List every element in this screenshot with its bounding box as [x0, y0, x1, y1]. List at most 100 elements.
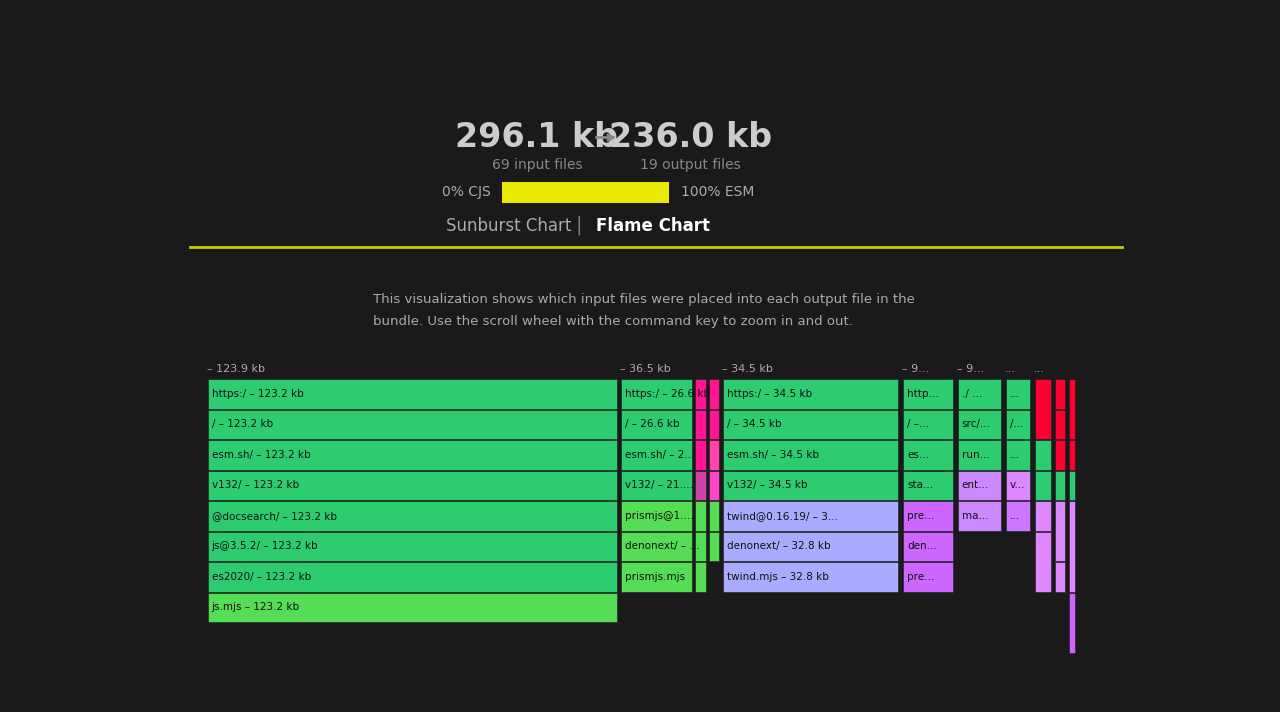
- Text: es...: es...: [908, 450, 929, 460]
- Bar: [1069, 593, 1075, 653]
- Bar: [1036, 501, 1051, 530]
- Text: /...: /...: [1010, 419, 1024, 429]
- Bar: [621, 379, 691, 409]
- Bar: [902, 471, 952, 501]
- Text: es2020/ – 123.2 kb: es2020/ – 123.2 kb: [211, 572, 311, 582]
- Text: v132/ – 34.5 kb: v132/ – 34.5 kb: [727, 481, 808, 491]
- Text: @docsearch/ – 123.2 kb: @docsearch/ – 123.2 kb: [211, 511, 337, 521]
- Text: ...: ...: [1010, 389, 1020, 399]
- Bar: [1036, 440, 1051, 470]
- Bar: [1055, 471, 1065, 501]
- Bar: [1036, 471, 1051, 501]
- Text: esm.sh/ – 34.5 kb: esm.sh/ – 34.5 kb: [727, 450, 819, 460]
- Text: run...: run...: [961, 450, 989, 460]
- Bar: [695, 562, 705, 592]
- Bar: [621, 501, 691, 530]
- Text: src/...: src/...: [961, 419, 991, 429]
- Bar: [1006, 501, 1030, 530]
- Bar: [957, 471, 1001, 501]
- Bar: [207, 471, 617, 501]
- Bar: [207, 379, 617, 409]
- Bar: [902, 379, 952, 409]
- Text: |: |: [575, 216, 582, 235]
- Text: https:/ – 34.5 kb: https:/ – 34.5 kb: [727, 389, 813, 399]
- Bar: [1069, 379, 1075, 439]
- Bar: [709, 440, 719, 470]
- Text: / – 123.2 kb: / – 123.2 kb: [211, 419, 273, 429]
- Bar: [902, 532, 952, 561]
- Bar: [1006, 410, 1030, 439]
- Text: Sunburst Chart: Sunburst Chart: [447, 217, 572, 235]
- Text: 296.1 kb: 296.1 kb: [456, 121, 618, 154]
- Bar: [207, 410, 617, 439]
- Bar: [902, 501, 952, 530]
- Bar: [957, 440, 1001, 470]
- Text: denonext/ – 32.8 kb: denonext/ – 32.8 kb: [727, 541, 831, 552]
- Text: esm.sh/ – 123.2 kb: esm.sh/ – 123.2 kb: [211, 450, 310, 460]
- Text: twind@0.16.19/ – 3...: twind@0.16.19/ – 3...: [727, 511, 838, 521]
- Text: https:/ – 123.2 kb: https:/ – 123.2 kb: [211, 389, 303, 399]
- Text: 69 input files: 69 input files: [492, 158, 582, 172]
- Text: ./ ...: ./ ...: [961, 389, 982, 399]
- Text: pre...: pre...: [908, 511, 934, 521]
- Bar: [1069, 501, 1075, 592]
- Bar: [207, 501, 617, 530]
- Bar: [695, 440, 705, 470]
- Bar: [695, 532, 705, 561]
- Bar: [723, 532, 899, 561]
- Bar: [957, 379, 1001, 409]
- Bar: [207, 593, 617, 622]
- Text: ...: ...: [1034, 365, 1044, 375]
- Text: ...: ...: [1010, 450, 1020, 460]
- Bar: [1006, 471, 1030, 501]
- Text: ent...: ent...: [961, 481, 988, 491]
- Text: ma...: ma...: [961, 511, 988, 521]
- Text: / – 26.6 kb: / – 26.6 kb: [625, 419, 680, 429]
- Bar: [1069, 440, 1075, 470]
- Bar: [709, 471, 719, 501]
- Text: 19 output files: 19 output files: [640, 158, 741, 172]
- Bar: [709, 532, 719, 561]
- Bar: [709, 501, 719, 530]
- Text: https:/ – 26.6 kb: https:/ – 26.6 kb: [625, 389, 710, 399]
- Text: – 123.9 kb: – 123.9 kb: [206, 365, 265, 375]
- Text: prismjs.mjs: prismjs.mjs: [625, 572, 685, 582]
- Text: den...: den...: [908, 541, 937, 552]
- Bar: [502, 182, 669, 203]
- Text: – 9...: – 9...: [902, 365, 929, 375]
- Text: prismjs@1....: prismjs@1....: [625, 511, 694, 521]
- Bar: [695, 471, 705, 501]
- Text: – 34.5 kb: – 34.5 kb: [722, 365, 773, 375]
- Bar: [621, 440, 691, 470]
- Text: 236.0 kb: 236.0 kb: [609, 121, 772, 154]
- Bar: [723, 562, 899, 592]
- Text: 0% CJS: 0% CJS: [442, 185, 490, 199]
- Bar: [621, 410, 691, 439]
- Bar: [621, 471, 691, 501]
- Text: v132/ – 123.2 kb: v132/ – 123.2 kb: [211, 481, 298, 491]
- Text: denonext/ – ...: denonext/ – ...: [625, 541, 700, 552]
- Text: ...: ...: [1010, 511, 1020, 521]
- Bar: [709, 410, 719, 439]
- Text: / – 34.5 kb: / – 34.5 kb: [727, 419, 782, 429]
- Bar: [695, 379, 705, 409]
- Text: pre...: pre...: [908, 572, 934, 582]
- Bar: [723, 440, 899, 470]
- Bar: [957, 501, 1001, 530]
- Bar: [709, 379, 719, 409]
- Text: / –...: / –...: [908, 419, 929, 429]
- Bar: [695, 410, 705, 439]
- Bar: [723, 379, 899, 409]
- Bar: [1036, 379, 1051, 439]
- Text: 100% ESM: 100% ESM: [681, 185, 754, 199]
- Text: v132/ – 21....: v132/ – 21....: [625, 481, 694, 491]
- Bar: [207, 562, 617, 592]
- Bar: [902, 410, 952, 439]
- Bar: [1036, 532, 1051, 592]
- Bar: [1055, 501, 1065, 561]
- Bar: [207, 440, 617, 470]
- Bar: [1055, 562, 1065, 592]
- Bar: [621, 562, 691, 592]
- Text: sta...: sta...: [908, 481, 933, 491]
- Bar: [621, 532, 691, 561]
